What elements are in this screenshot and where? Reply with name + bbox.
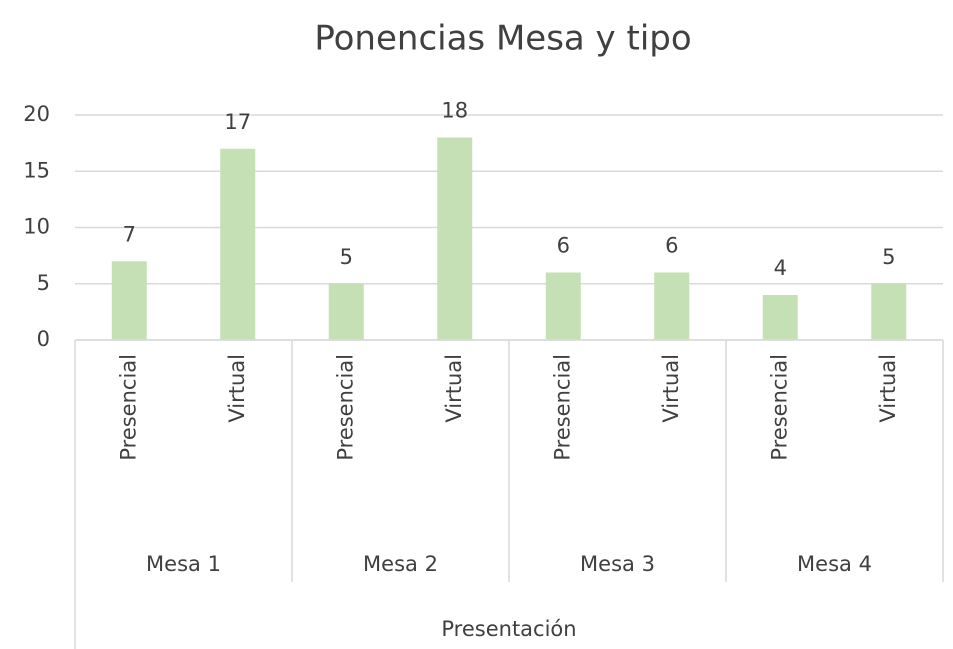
y-tick-label: 15 [23,158,50,182]
x-tick-label: Presencial [116,354,140,461]
bar [437,137,473,340]
group-label: Mesa 1 [146,552,221,576]
x-tick-label: Virtual [876,354,900,423]
bar [871,283,907,340]
x-axis-label: Presentación [441,617,576,641]
bar [654,272,690,340]
group-label: Mesa 3 [580,552,655,576]
y-tick-label: 10 [23,215,50,239]
value-label: 5 [882,245,895,269]
x-tick-label: Presencial [333,354,357,461]
y-tick-label: 20 [23,102,50,126]
y-tick-label: 0 [37,327,50,351]
value-label: 18 [441,99,468,123]
bar [111,261,147,340]
x-tick-label: Virtual [225,354,249,423]
value-label: 6 [557,234,570,258]
bar [545,272,581,340]
x-tick-label: Virtual [442,354,466,423]
group-label: Mesa 2 [363,552,438,576]
x-tick-label: Virtual [659,354,683,423]
chart-title: Ponencias Mesa y tipo [314,19,691,59]
bar [762,295,798,340]
y-tick-label: 5 [37,271,50,295]
bar [220,148,256,340]
group-label: Mesa 4 [797,552,872,576]
value-label: 4 [774,256,787,280]
bar [328,283,364,340]
x-tick-label: Presencial [550,354,574,461]
value-label: 17 [224,110,251,134]
value-label: 7 [123,222,136,246]
value-label: 6 [665,234,678,258]
x-tick-label: Presencial [767,354,791,461]
value-label: 5 [340,245,353,269]
